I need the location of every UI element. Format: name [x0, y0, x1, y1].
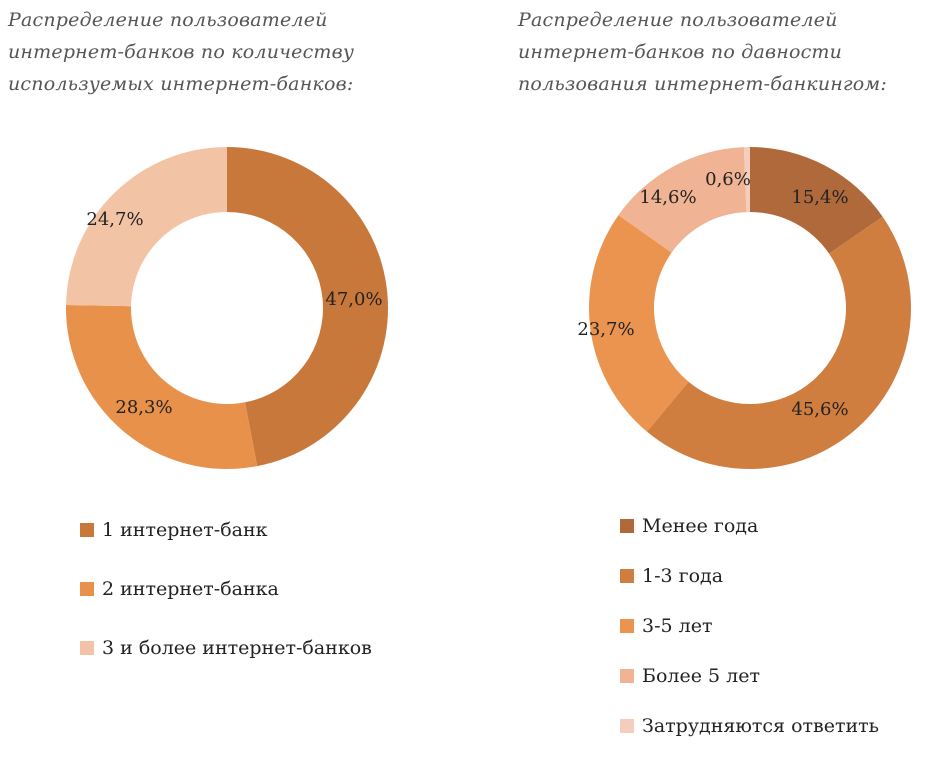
chart-legend: 1 интернет-банк 2 интернет-банка 3 и более… [80, 516, 372, 693]
legend-item: Более 5 лет [620, 662, 879, 690]
legend-swatch [620, 719, 634, 733]
legend-item: 1-3 года [620, 562, 879, 590]
legend-swatch [80, 582, 94, 596]
legend-label: 2 интернет-банка [102, 578, 279, 600]
slice-value-label: 45,6% [791, 399, 848, 420]
chart-title: Распределение пользователей интернет-бан… [518, 9, 887, 95]
donut-slice [66, 147, 228, 307]
slice-value-label: 0,6% [705, 169, 751, 190]
legend-swatch [620, 569, 634, 583]
chart-panel-right: Распределение пользователей интернет-бан… [480, 0, 920, 758]
donut-slice [743, 147, 750, 213]
legend-swatch [620, 669, 634, 683]
legend-label: Менее года [642, 515, 759, 537]
legend-label: 3-5 лет [642, 615, 713, 637]
donut-slice [589, 215, 689, 432]
slice-value-label: 24,7% [86, 209, 143, 230]
chart-title: Распределение пользователей интернет-бан… [8, 9, 355, 95]
legend-item: Менее года [620, 512, 879, 540]
donut-slice [227, 147, 389, 467]
slice-value-label: 14,6% [639, 187, 696, 208]
legend-item: Затрудняются ответить [620, 712, 879, 740]
donut-chart: 15,4% 45,6% 23,7% 14,6% 0,6% [577, 147, 912, 470]
donut-slice [750, 147, 883, 254]
legend-label: 1-3 года [642, 565, 724, 587]
slice-value-label: 47,0% [325, 289, 382, 310]
slice-value-label: 23,7% [577, 319, 634, 340]
legend-label: Затрудняются ответить [642, 715, 880, 737]
legend-swatch [80, 523, 94, 537]
legend-item: 1 интернет-банк [80, 516, 372, 544]
chart-legend: Менее года 1-3 года 3-5 лет Более 5 лет Затр… [620, 512, 879, 762]
donut-slice [646, 216, 912, 470]
legend-label: 1 интернет-банк [102, 519, 268, 541]
donut-slice [66, 304, 258, 469]
legend-item: 2 интернет-банка [80, 575, 372, 603]
slice-value-label: 15,4% [791, 187, 848, 208]
chart-panel-left: Распределение пользователей интернет-бан… [0, 0, 440, 758]
legend-swatch [80, 641, 94, 655]
legend-item: 3-5 лет [620, 612, 879, 640]
slice-value-label: 28,3% [115, 397, 172, 418]
legend-item: 3 и более интернет-банков [80, 634, 372, 662]
legend-swatch [620, 619, 634, 633]
legend-label: 3 и более интернет-банков [102, 637, 372, 659]
donut-slice [618, 147, 747, 253]
legend-label: Более 5 лет [642, 665, 760, 687]
donut-chart: 47,0% 28,3% 24,7% [66, 147, 389, 469]
legend-swatch [620, 519, 634, 533]
